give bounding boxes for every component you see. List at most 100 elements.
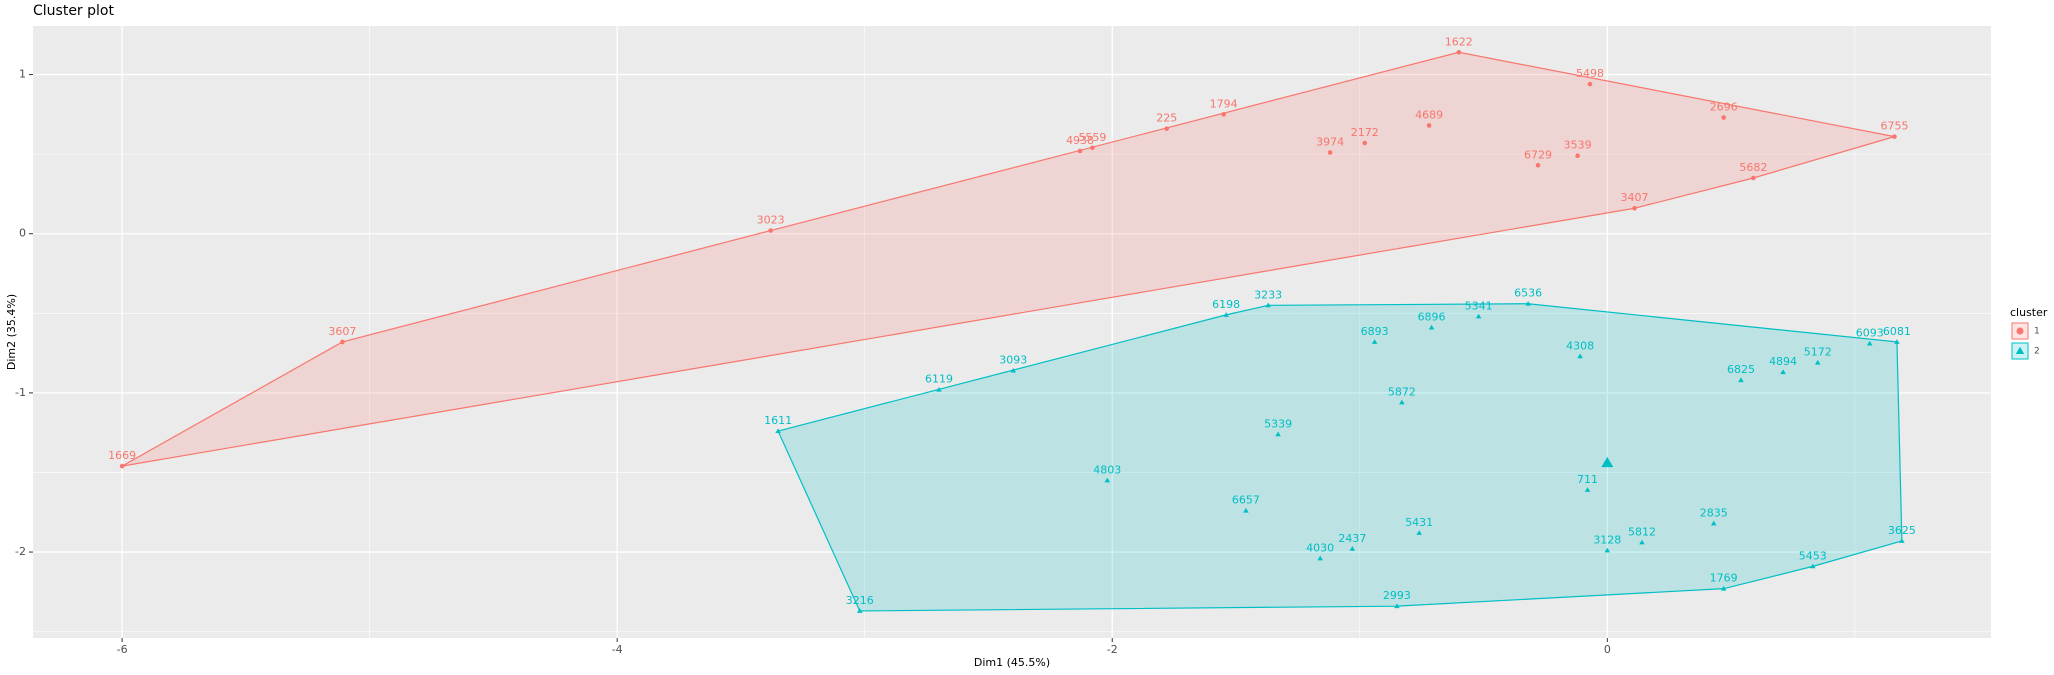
point: [1604, 547, 1611, 553]
point-label: 3625: [1888, 524, 1916, 537]
y-tick-label: 1: [19, 68, 26, 81]
point-label: 1611: [764, 414, 792, 427]
point: [1275, 431, 1281, 437]
point: [1711, 520, 1717, 526]
point-label: 5812: [1628, 525, 1656, 538]
point-label: 2835: [1700, 506, 1728, 519]
point: [1456, 49, 1462, 55]
point-label: 6119: [925, 373, 953, 386]
point: [1090, 145, 1095, 151]
point-label: 6825: [1727, 363, 1755, 376]
point: [1327, 150, 1333, 155]
point: [1632, 205, 1637, 211]
cluster-center: [1601, 456, 1614, 468]
point: [1221, 112, 1226, 117]
point: [768, 228, 773, 233]
point-label: 6755: [1880, 120, 1908, 133]
point: [1720, 585, 1727, 591]
point: [1416, 530, 1422, 535]
y-tick-label: -2: [15, 545, 26, 558]
point: [119, 463, 125, 469]
point-label: 3023: [757, 214, 785, 227]
point-label: 6081: [1883, 325, 1911, 338]
point-label: 5339: [1264, 417, 1292, 430]
point: [1223, 312, 1229, 317]
point-label: 3974: [1316, 136, 1344, 149]
point-label: 3539: [1564, 139, 1592, 152]
legend-marker: [2016, 327, 2024, 335]
point: [1738, 377, 1744, 383]
point: [1525, 300, 1531, 306]
point-label: 1794: [1210, 97, 1238, 110]
point: [1399, 399, 1405, 405]
legend-label: 2: [2034, 347, 2040, 357]
point: [1866, 340, 1873, 346]
point: [1584, 487, 1591, 492]
legend-label: 1: [2034, 327, 2040, 337]
y-tick-label: 0: [19, 227, 26, 240]
point-label: 5341: [1465, 299, 1493, 312]
point-label: 3233: [1254, 288, 1282, 301]
point: [1475, 313, 1482, 319]
point: [1428, 324, 1435, 330]
grid: [33, 26, 1991, 638]
point-label: 2696: [1710, 101, 1738, 114]
point-label: 5498: [1576, 67, 1604, 80]
point: [1780, 369, 1786, 375]
y-axis-title: Dim2 (35.4%): [5, 294, 18, 370]
y-tick-label: -1: [15, 386, 26, 399]
x-axis-title: Dim1 (45.5%): [974, 656, 1050, 669]
x-tick-label: 0: [1604, 643, 1611, 656]
point-label: 5172: [1804, 346, 1832, 359]
point-label: 225: [1156, 112, 1177, 125]
point-label: 3216: [846, 594, 874, 607]
point-label: 6198: [1212, 298, 1240, 311]
point: [1243, 507, 1249, 513]
point-label: 1622: [1445, 35, 1473, 48]
point: [1899, 538, 1905, 543]
point-label: 6657: [1232, 494, 1260, 507]
point: [1894, 339, 1900, 344]
point: [1362, 140, 1368, 146]
point: [1577, 353, 1583, 359]
point: [1535, 162, 1541, 168]
point-label: 6536: [1514, 287, 1542, 300]
chart-title: Cluster plot: [33, 3, 114, 19]
point: [1892, 134, 1897, 139]
point-label: 5682: [1739, 161, 1767, 174]
point-label: 4030: [1306, 541, 1334, 554]
point: [1010, 367, 1016, 373]
point: [1104, 477, 1111, 483]
point: [1394, 603, 1400, 609]
point-label: 5453: [1799, 549, 1827, 562]
point-label: 4689: [1415, 108, 1443, 121]
point: [1265, 302, 1271, 308]
x-tick-label: -4: [612, 643, 623, 656]
point-label: 5872: [1388, 385, 1416, 398]
point-label: 2437: [1338, 532, 1366, 545]
point-label: 3407: [1621, 191, 1649, 204]
point: [1426, 123, 1432, 128]
point-label: 4803: [1093, 463, 1121, 476]
x-tick-label: -2: [1107, 643, 1118, 656]
point: [1587, 81, 1593, 87]
point: [1751, 175, 1756, 181]
point-label: 6896: [1418, 311, 1446, 324]
point: [1349, 546, 1356, 551]
point-label: 4894: [1769, 355, 1797, 368]
point-label: 2993: [1383, 589, 1411, 602]
point-label: 5559: [1078, 131, 1106, 144]
point-label: 6893: [1361, 325, 1389, 338]
point-label: 6729: [1524, 148, 1552, 161]
point: [1814, 359, 1821, 365]
point: [775, 428, 781, 434]
legend-title: cluster: [2010, 306, 2048, 319]
point-label: 1669: [108, 449, 136, 462]
point: [1317, 555, 1323, 561]
point: [1639, 539, 1645, 545]
point: [1077, 148, 1083, 154]
point-label: 4308: [1566, 339, 1594, 352]
point: [1164, 126, 1170, 131]
point: [1721, 115, 1726, 120]
